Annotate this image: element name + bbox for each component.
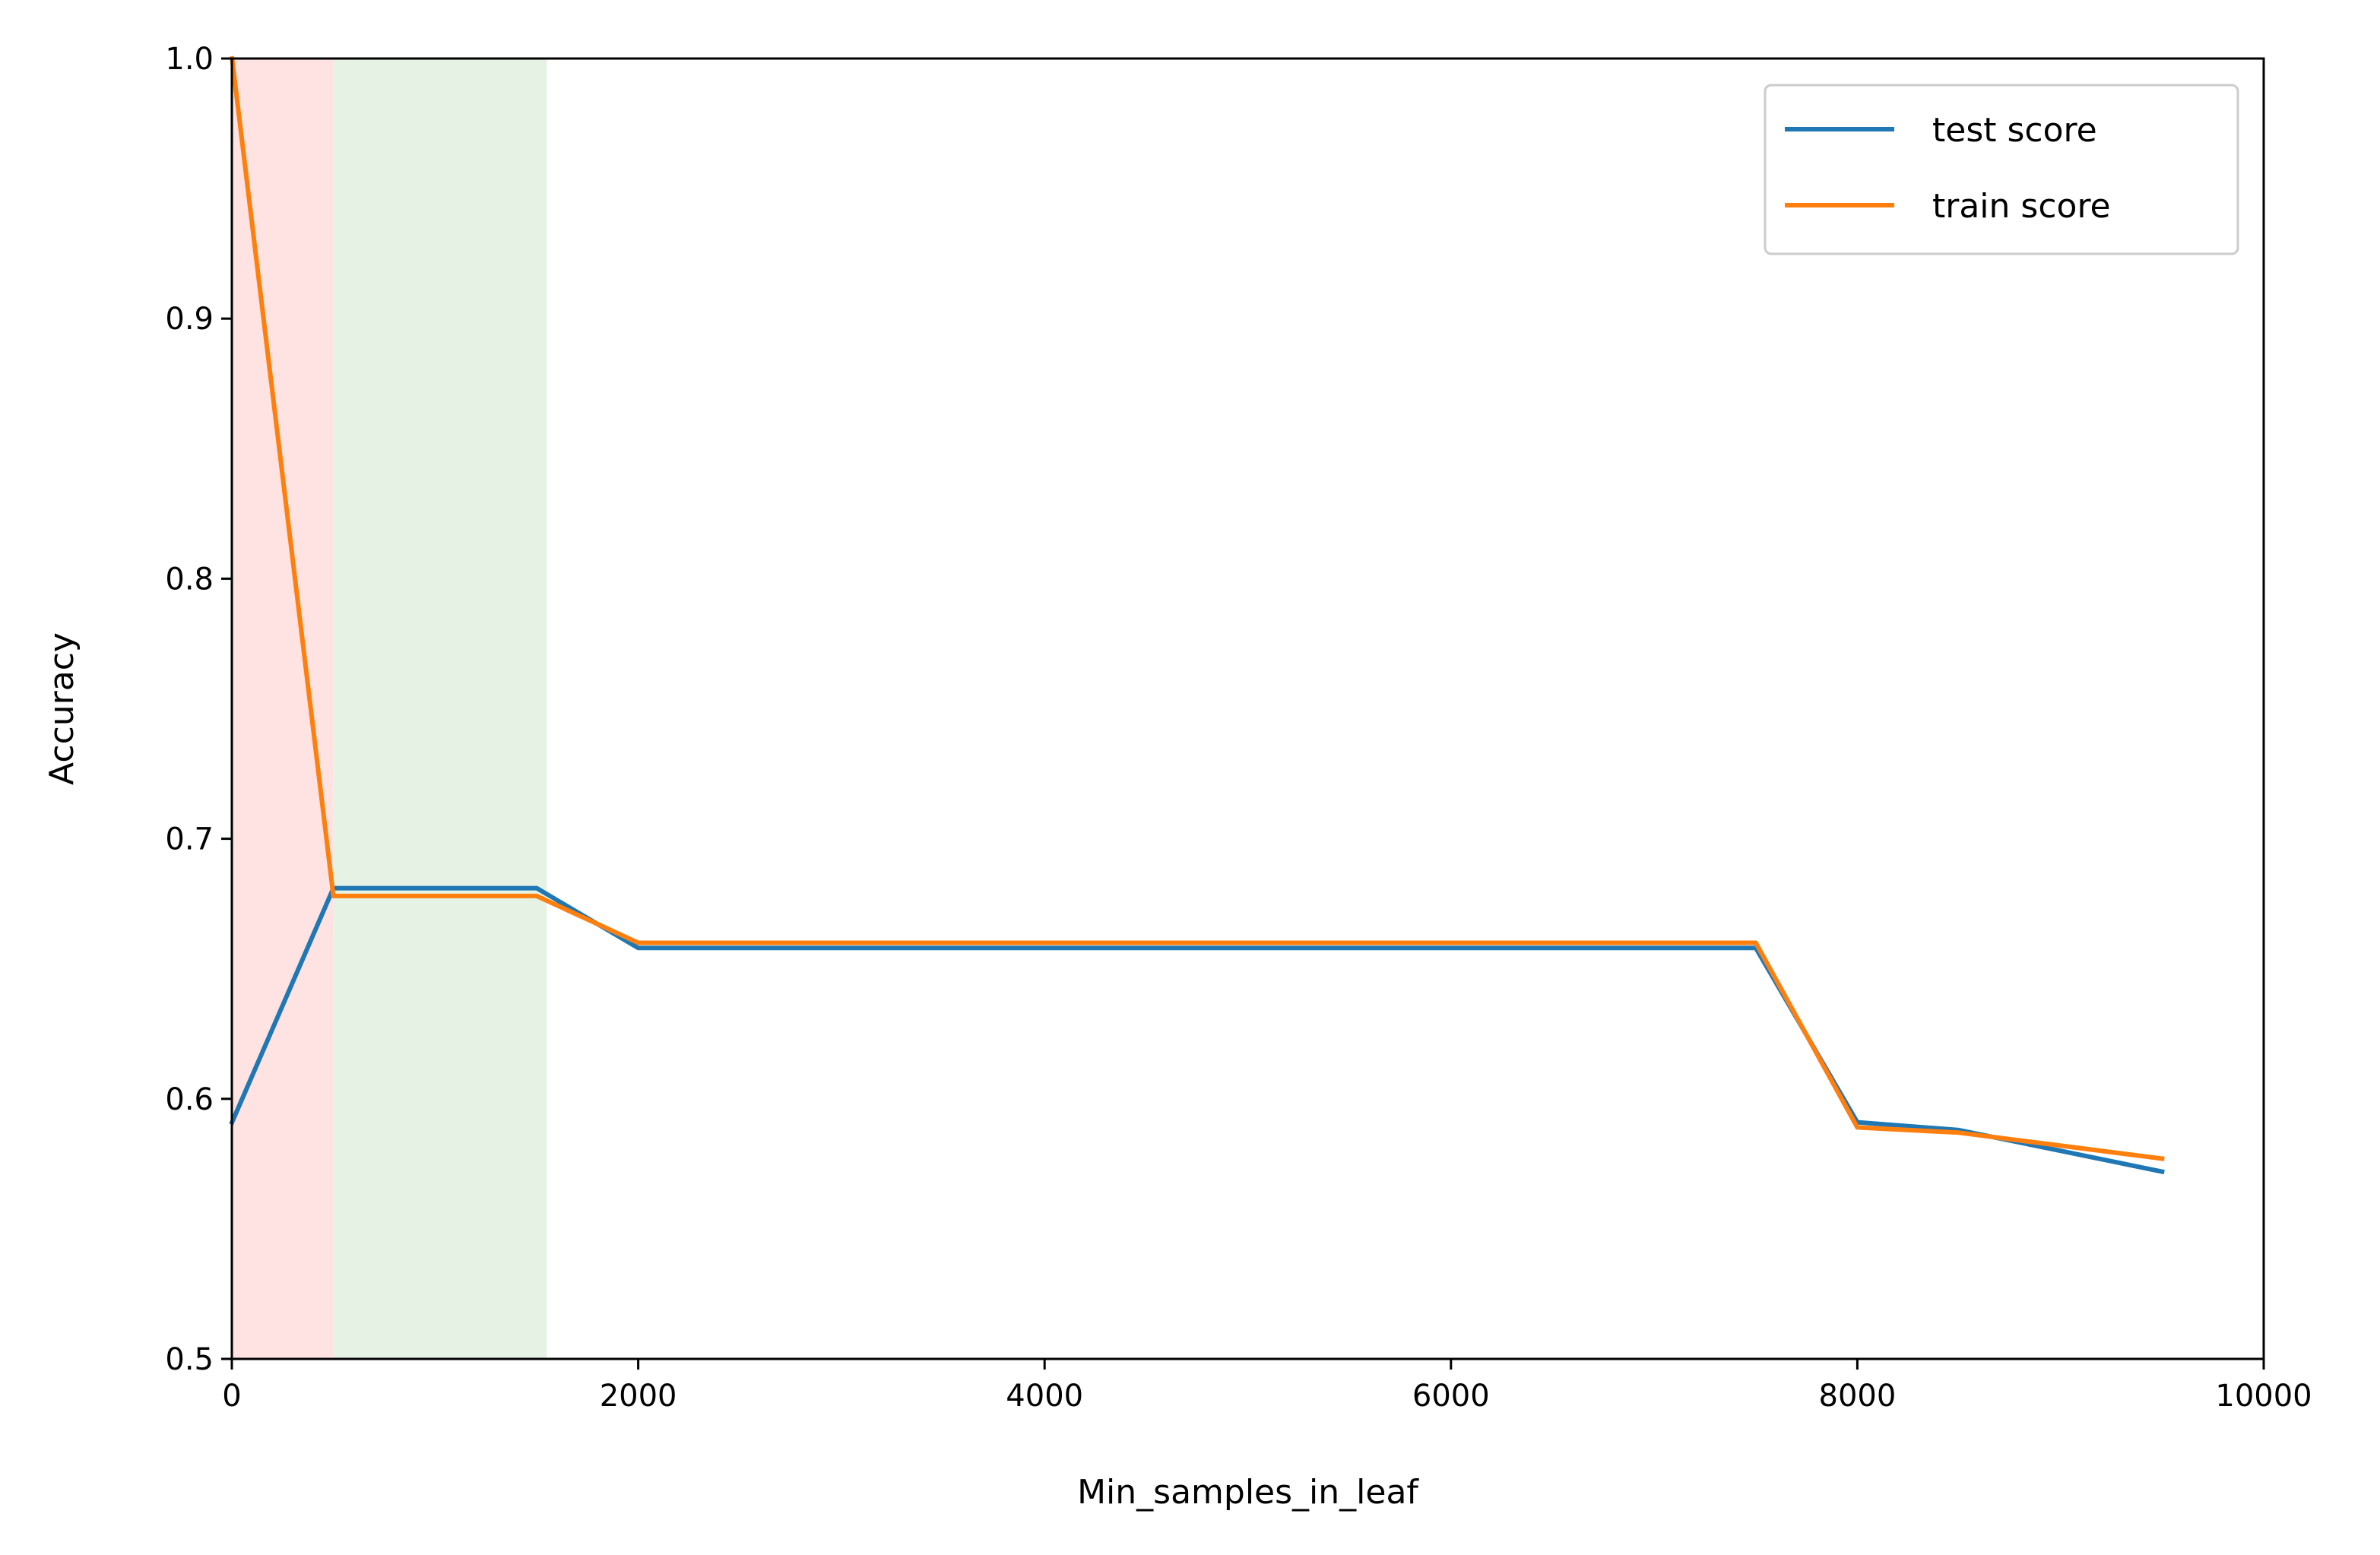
y-tick-label: 0.7	[165, 822, 214, 857]
shaded-regions	[232, 59, 547, 1359]
y-axis-ticks: 0.5 0.6 0.7 0.8 0.9 1.0	[165, 42, 232, 1377]
x-tick-label: 10000	[2215, 1379, 2312, 1414]
y-tick-label: 0.9	[165, 302, 214, 337]
shaded-region-0	[232, 59, 334, 1359]
y-tick-label: 0.6	[165, 1082, 214, 1117]
x-axis-ticks: 0 2000 4000 6000 8000 10000	[222, 1359, 2312, 1414]
x-tick-label: 0	[222, 1379, 241, 1414]
y-tick-label: 0.8	[165, 562, 214, 597]
shaded-region-1	[333, 59, 547, 1359]
plot-frame	[230, 57, 2265, 1360]
x-tick-label: 6000	[1412, 1379, 1490, 1414]
legend: test score train score	[1764, 84, 2239, 255]
legend-label-test-score: test score	[1932, 111, 2097, 150]
x-axis-label: Min_samples_in_leaf	[1077, 1473, 1419, 1512]
series-line-train-score	[229, 55, 2165, 1161]
y-tick-label: 1.0	[165, 42, 214, 77]
legend-label-train-score: train score	[1932, 187, 2111, 226]
x-tick-label: 2000	[600, 1379, 677, 1414]
x-tick-label: 4000	[1006, 1379, 1083, 1414]
x-tick-label: 8000	[1819, 1379, 1897, 1414]
y-axis-label: Accuracy	[43, 632, 81, 785]
y-tick-label: 0.5	[165, 1342, 214, 1377]
series-lines	[229, 55, 2165, 1175]
